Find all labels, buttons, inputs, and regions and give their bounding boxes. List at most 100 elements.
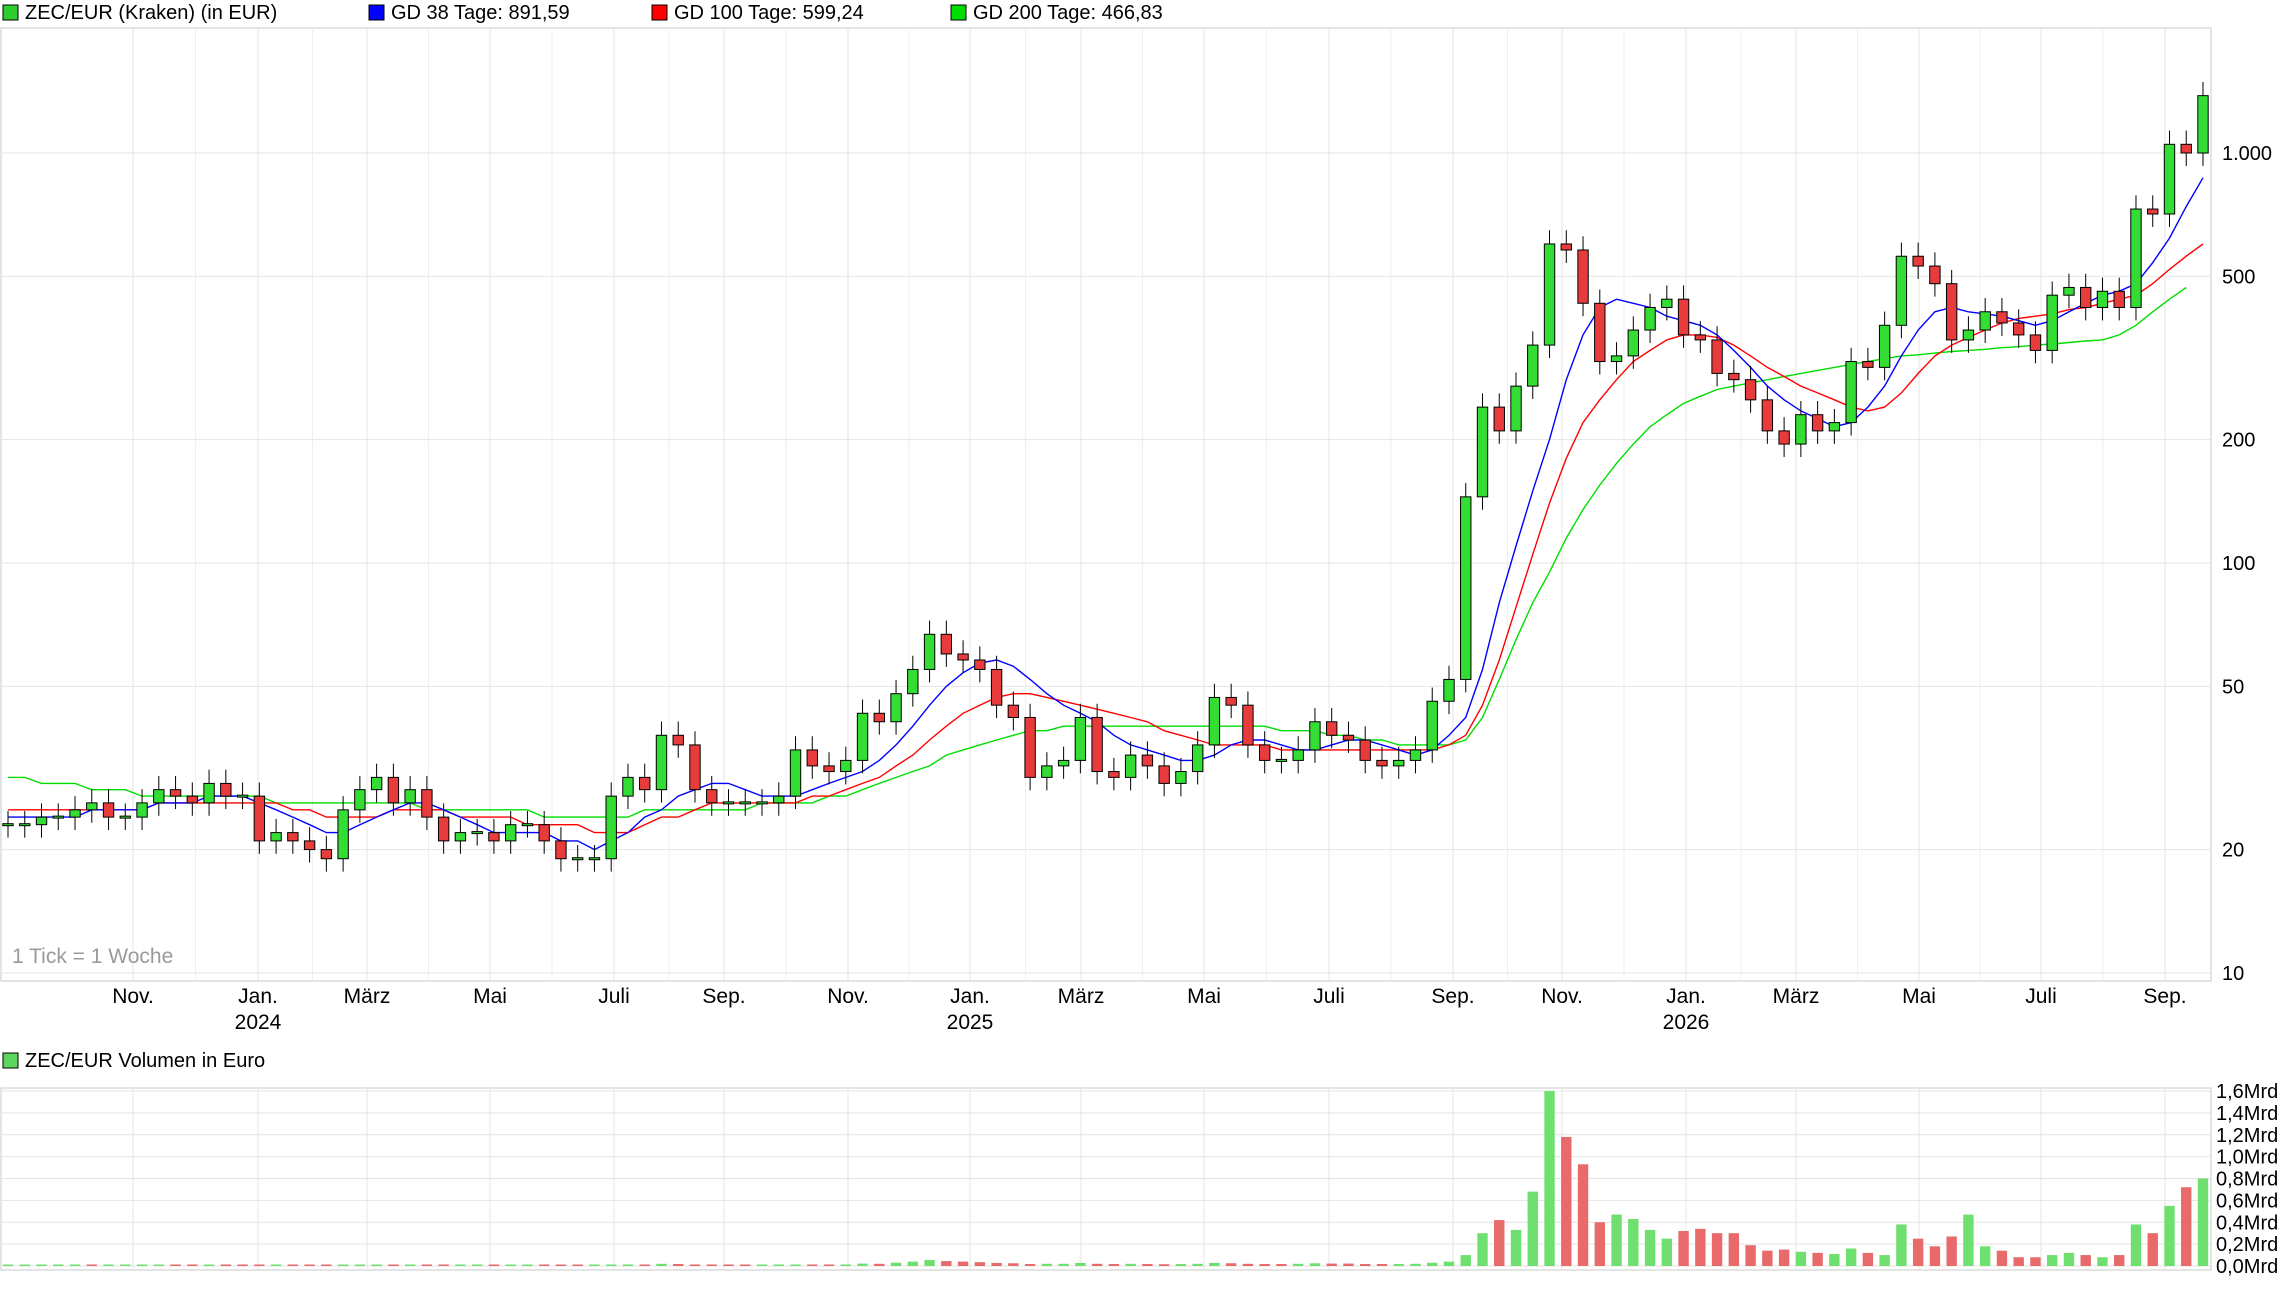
candle-up — [454, 832, 467, 842]
candle-up — [1795, 414, 1807, 445]
volume-bar — [1946, 1236, 1957, 1266]
price-plot-frame — [0, 27, 2212, 982]
candle-down — [1091, 716, 1103, 773]
x-tick-year: 2025 — [947, 1011, 994, 1034]
x-tick-label: Sep. — [2143, 985, 2186, 1008]
volume-bar — [2080, 1255, 2091, 1266]
candle-up — [1460, 496, 1472, 680]
volume-bar — [1242, 1263, 1254, 1266]
candle-up — [404, 789, 416, 804]
volume-bar — [689, 1264, 701, 1266]
candle-down — [2147, 208, 2159, 215]
x-tick-label: März — [1773, 985, 1820, 1008]
volume-bar — [1745, 1245, 1756, 1266]
candle-up — [1443, 678, 1455, 702]
candlesticks — [2, 81, 2209, 872]
volume-bar — [1192, 1263, 1203, 1266]
volume-bar — [438, 1264, 449, 1266]
volume-bar — [2197, 1178, 2209, 1266]
volume-bar — [69, 1264, 81, 1266]
candle-up — [471, 831, 483, 835]
candle-down — [1996, 311, 2008, 324]
candle-up — [119, 815, 131, 819]
volume-bar — [1276, 1264, 1287, 1266]
candle-up — [1292, 749, 1304, 761]
candle-down — [555, 840, 567, 860]
volume-bar — [639, 1264, 650, 1266]
volume-bar — [354, 1264, 366, 1266]
candle-up — [1041, 765, 1053, 778]
candle-down — [706, 789, 718, 804]
candle-down — [990, 668, 1003, 706]
volume-bar — [388, 1264, 399, 1266]
candle-up — [521, 823, 534, 827]
volume-bar — [421, 1264, 433, 1266]
volume-bar — [522, 1264, 533, 1266]
volume-bar — [2147, 1233, 2158, 1266]
volume-bar — [1494, 1220, 1505, 1266]
volume-bar — [1477, 1233, 1488, 1266]
candle-up — [1543, 243, 1556, 346]
candle-down — [1862, 361, 1874, 368]
candle-down — [1811, 414, 1824, 432]
candle-down — [940, 633, 953, 655]
candle-down — [1929, 265, 1941, 285]
volume-bar — [86, 1264, 97, 1266]
volume-bar — [840, 1264, 851, 1266]
volume-bar — [203, 1264, 215, 1266]
volume-bar — [1912, 1238, 1924, 1266]
candle-down — [1728, 372, 1740, 381]
candle-down — [320, 849, 333, 860]
volume-bar — [857, 1263, 868, 1266]
volume-bar — [589, 1264, 600, 1266]
volume-bar — [1343, 1263, 1354, 1266]
volume-bar — [1979, 1246, 1991, 1266]
candle-down — [1242, 704, 1254, 746]
volume-bar — [237, 1264, 248, 1266]
candle-up — [1962, 329, 1975, 341]
volume-y-tick-label: 0,2Mrd — [2216, 1234, 2278, 1256]
legend-label-volume: ZEC/EUR Volumen in Euro — [25, 1050, 265, 1072]
candle-up — [1175, 771, 1187, 784]
volume-bar — [1661, 1238, 1673, 1266]
candle-down — [1761, 399, 1774, 432]
volume-bar — [1075, 1262, 1086, 1266]
volume-bar — [404, 1264, 416, 1266]
volume-bar — [1393, 1264, 1404, 1266]
volume-bar — [19, 1264, 30, 1266]
volume-bar — [1929, 1246, 1941, 1266]
volume-bar — [1292, 1263, 1304, 1266]
volume-bar — [1845, 1248, 1857, 1266]
x-tick-label: Mai — [473, 985, 507, 1008]
volume-bar — [2097, 1257, 2108, 1266]
candle-down — [1342, 734, 1355, 741]
volume-bar — [455, 1264, 466, 1266]
volume-bar — [1829, 1253, 1840, 1266]
candle-up — [1309, 721, 1321, 751]
tick-note: 1 Tick = 1 Woche — [12, 945, 173, 968]
x-tick-label: Juli — [598, 985, 630, 1008]
candle-up — [1124, 754, 1137, 778]
candle-up — [773, 795, 785, 804]
volume-bar — [606, 1264, 617, 1266]
candle-down — [1577, 249, 1589, 304]
volume-bar — [1008, 1263, 1019, 1266]
volume-bar — [924, 1259, 935, 1266]
candle-down — [2113, 290, 2125, 308]
candle-up — [35, 816, 48, 826]
volume-y-tick-label: 1,4Mrd — [2216, 1103, 2278, 1125]
candle-up — [722, 801, 735, 805]
candle-down — [639, 776, 651, 791]
candle-down — [2029, 334, 2042, 351]
volume-bar — [2, 1264, 14, 1266]
candle-down — [2080, 286, 2092, 308]
candle-down — [1359, 739, 1371, 761]
candle-down — [253, 795, 266, 842]
candle-up — [1979, 311, 1991, 331]
volume-bar — [1427, 1262, 1438, 1266]
candle-down — [1225, 696, 1237, 706]
candle-down — [437, 816, 450, 842]
candle-down — [538, 824, 550, 842]
candle-up — [2063, 286, 2075, 296]
